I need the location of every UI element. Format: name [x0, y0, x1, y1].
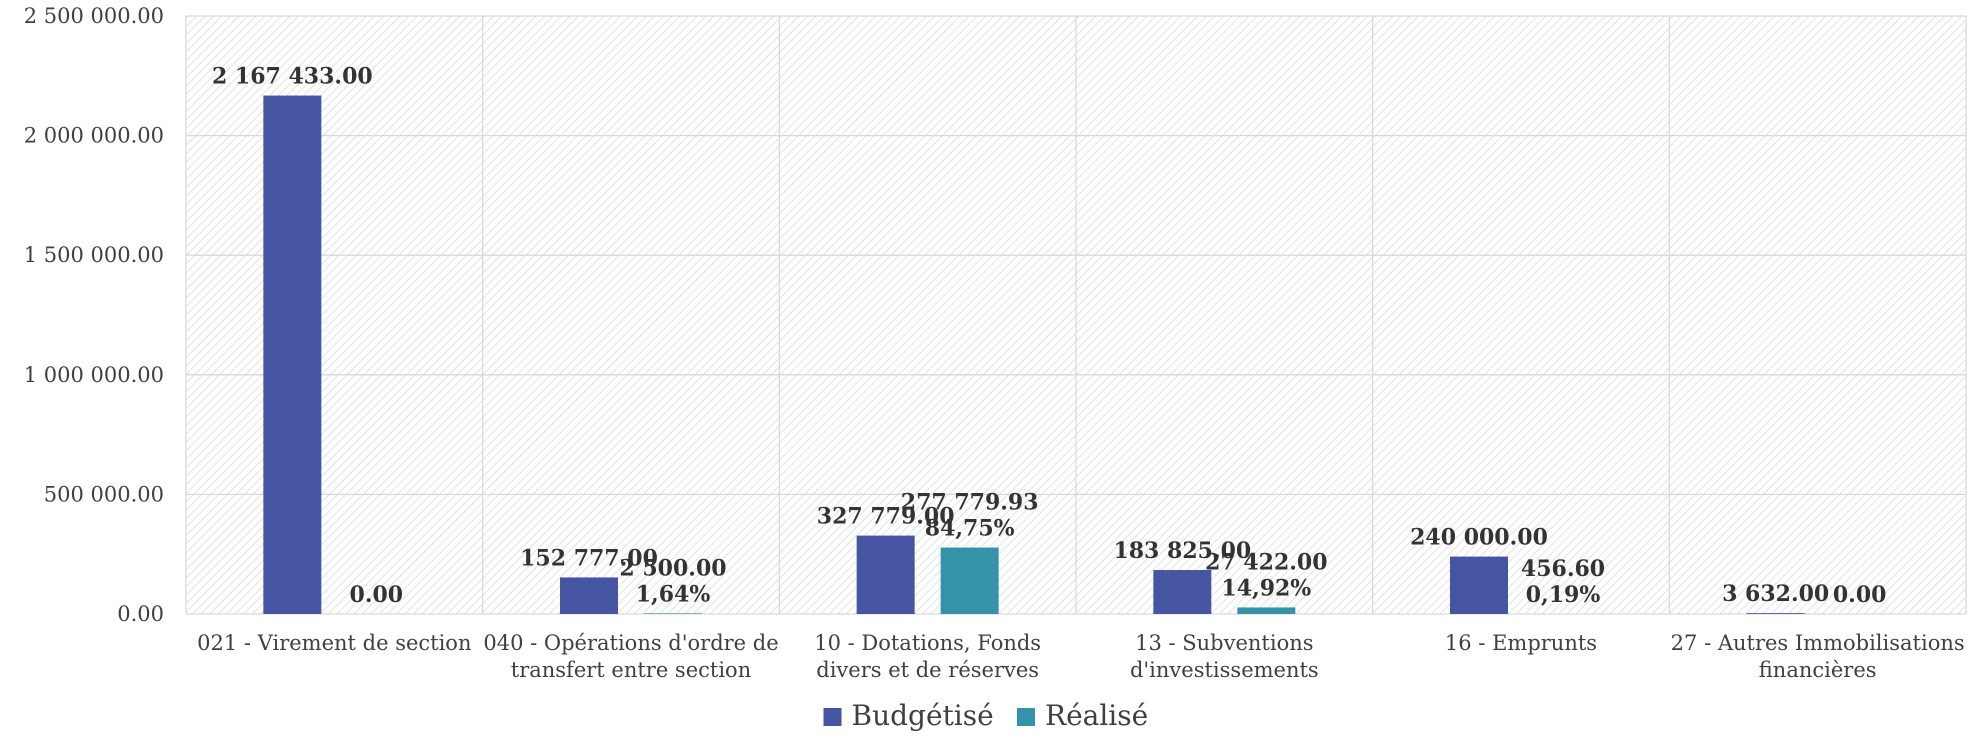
bar-budgetise [856, 535, 915, 614]
y-tick-label: 1 000 000.00 [24, 363, 164, 387]
bar-budgetise [1450, 556, 1508, 614]
data-label: 27 422.00 14,92% [1205, 549, 1327, 601]
gridlines [185, 15, 1967, 615]
x-category-label-line: d'investissements [1130, 658, 1319, 682]
x-category-label: 13 - Subventions d'investissements [1130, 631, 1319, 682]
legend-swatch [823, 708, 842, 726]
x-axis: 021 - Virement de section 040 - Opération… [197, 631, 1964, 682]
x-category-label: 021 - Virement de section [197, 631, 471, 655]
bar-budgetise [560, 577, 618, 614]
legend-swatch [1017, 708, 1035, 726]
data-label: 456.60 0,19% [1521, 556, 1605, 608]
data-label: 277 779.93 84,75% [901, 490, 1039, 542]
bar-realise [644, 613, 702, 614]
legend-item-realise: Réalisé [1017, 699, 1148, 732]
bar-budgetise [1746, 613, 1805, 614]
legend-label: Budgétisé [852, 699, 994, 732]
bars [263, 95, 1805, 614]
data-label-line: 2 500.00 [619, 555, 726, 581]
data-label: 2 500.00 1,64% [619, 555, 726, 607]
data-label-line: 327 779.00 [817, 504, 955, 530]
x-category-label: 27 - Autres Immobilisations financières [1671, 631, 1965, 682]
data-label-line: 240 000.00 [1410, 525, 1548, 551]
x-category-label-line: 040 - Opérations d'ordre de [483, 631, 778, 655]
x-category-label-line: 27 - Autres Immobilisations [1671, 631, 1965, 655]
data-label-line: 3 632.00 [1722, 581, 1829, 607]
data-label-line: 0.00 [350, 582, 404, 608]
x-category-label: 040 - Opérations d'ordre de transfert ent… [483, 631, 778, 682]
x-category-label: 16 - Emprunts [1445, 631, 1597, 655]
data-label-line: 277 779.93 [901, 490, 1039, 516]
data-labels: 2 167 433.00 0.00 152 777.002 500.00 1,64% 3… [212, 64, 1887, 608]
x-category-label-line: 13 - Subventions [1135, 631, 1313, 655]
x-category-label-line: 021 - Virement de section [197, 631, 471, 655]
x-category-label-line: divers et de réserves [816, 658, 1039, 682]
data-label-line: 183 825.00 [1113, 538, 1251, 564]
data-label: 327 779.00 [817, 504, 955, 530]
data-label: 152 777.00 [520, 545, 658, 571]
x-category-label-line: financières [1759, 658, 1877, 682]
bar-realise [1237, 607, 1296, 614]
data-label: 183 825.00 [1113, 538, 1251, 564]
data-label-line: 84,75% [925, 516, 1015, 542]
data-label-line: 2 167 433.00 [212, 64, 373, 90]
y-tick-label: 500 000.00 [44, 482, 164, 506]
x-category-label-line: 10 - Dotations, Fonds [814, 631, 1041, 655]
data-label-line: 0,19% [1526, 582, 1601, 608]
data-label-line: 0.00 [1833, 582, 1887, 608]
x-category-label-line: transfert entre section [511, 658, 751, 682]
y-tick-label: 2 000 000.00 [24, 124, 164, 148]
legend-item-budgetise: Budgétisé [823, 699, 994, 732]
data-label: 0.00 [350, 582, 404, 608]
y-tick-label: 2 500 000.00 [24, 4, 164, 28]
bar-budgetise [263, 95, 322, 614]
data-label-line: 456.60 [1521, 556, 1605, 582]
y-tick-label: 0.00 [117, 602, 164, 626]
data-label-line: 1,64% [636, 581, 711, 607]
legend-label: Réalisé [1045, 699, 1148, 732]
bar-budgetise [1153, 570, 1212, 614]
data-label: 2 167 433.00 [212, 64, 373, 90]
data-label-line: 14,92% [1221, 575, 1311, 601]
bar-realise [940, 547, 999, 614]
data-label-line: 27 422.00 [1205, 549, 1327, 575]
data-label-line: 152 777.00 [520, 545, 658, 571]
legend: Budgétisé Réalisé [823, 699, 1148, 732]
data-label: 240 000.00 [1410, 525, 1548, 551]
x-category-label: 10 - Dotations, Fonds divers et de réserv… [814, 631, 1041, 682]
y-tick-label: 1 500 000.00 [24, 243, 164, 267]
data-label: 3 632.00 [1722, 581, 1829, 607]
x-category-label-line: 16 - Emprunts [1445, 631, 1597, 655]
data-label: 0.00 [1833, 582, 1887, 608]
y-axis: 0.00 500 000.00 1 000 000.00 1 500 000.00 2 … [24, 4, 164, 626]
